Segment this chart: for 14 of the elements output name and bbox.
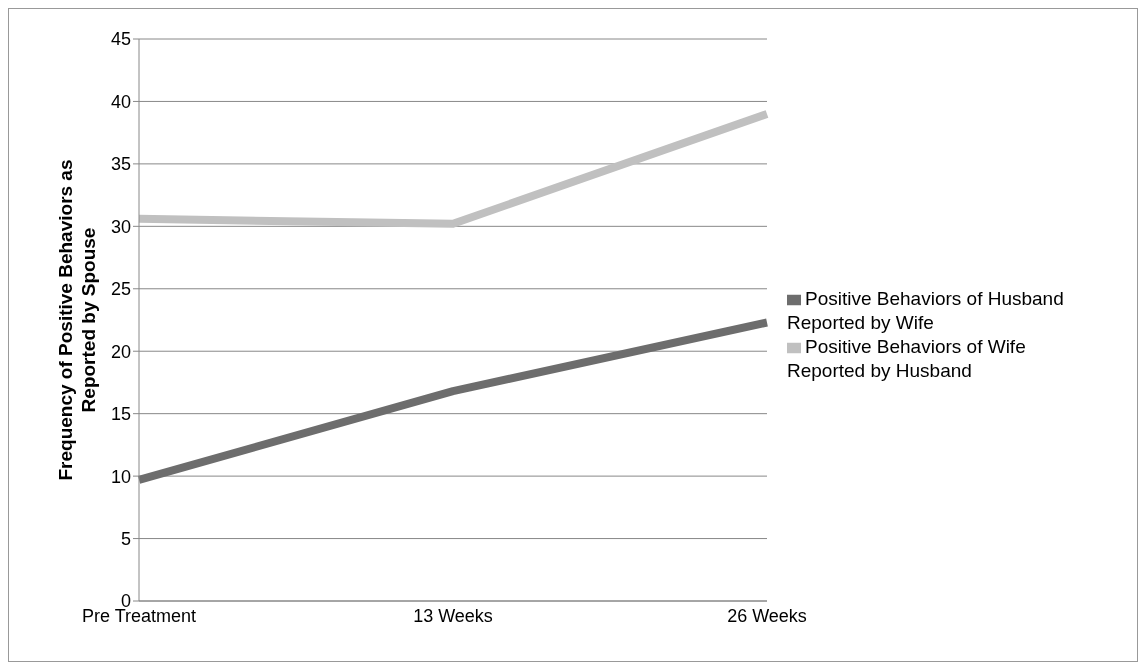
- y-tick-label: 40: [110, 91, 131, 112]
- x-tick-label: 26 Weeks: [727, 605, 807, 626]
- y-tick-label: 25: [110, 279, 131, 300]
- y-tick-label: 5: [120, 528, 131, 549]
- legend-label: Positive Behaviors of Wife Reported by Husband: [787, 336, 1026, 381]
- y-tick-label: 20: [110, 341, 131, 362]
- legend-label: Positive Behaviors of Husband Reported by Wife: [787, 288, 1064, 333]
- x-tick-label: 13 Weeks: [413, 605, 493, 626]
- y-tick-label: 30: [110, 216, 131, 237]
- y-tick-label: 45: [110, 29, 131, 50]
- y-tick-label: 35: [110, 154, 131, 175]
- y-tick-label: 10: [110, 466, 131, 487]
- y-axis-title: Frequency of Positive Behaviors as Reported by Spouse: [54, 159, 99, 481]
- y-tick-label: 15: [110, 404, 131, 425]
